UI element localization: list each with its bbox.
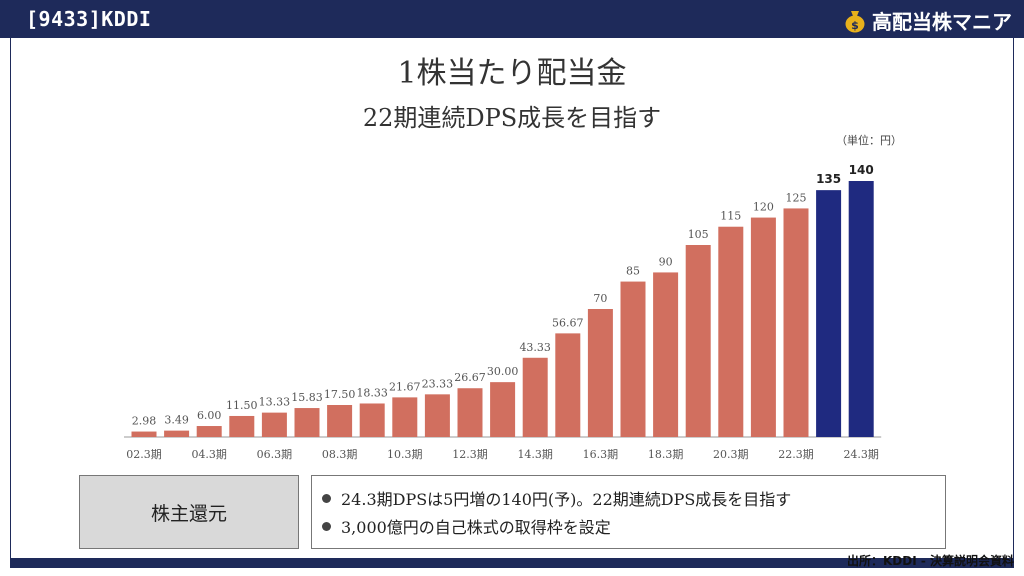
x-tick-label: 24.3期	[843, 448, 879, 461]
x-tick-label: 08.3期	[322, 448, 358, 461]
bullet-text: 3,000億円の自己株式の取得枠を設定	[341, 518, 611, 537]
data-label: 6.00	[197, 409, 222, 422]
data-label: 135	[816, 172, 841, 186]
bar-10.3期	[392, 397, 418, 437]
data-label: 17.50	[324, 388, 356, 401]
data-label: 2.98	[132, 415, 157, 428]
data-label: 140	[849, 163, 874, 177]
bar-09.3期	[359, 403, 385, 437]
bar-22.3期	[783, 208, 809, 437]
bar-03.3期	[164, 430, 190, 437]
bullet-icon	[322, 493, 331, 503]
bullet-icon	[322, 521, 331, 531]
data-label: 70	[593, 292, 607, 305]
data-label: 11.50	[226, 399, 258, 412]
x-tick-label: 12.3期	[452, 448, 488, 461]
bar-06.3期	[261, 412, 287, 437]
bullet-text: 24.3期DPSは5円増の140円(予)。22期連続DPS成長を目指す	[341, 490, 792, 509]
x-tick-label: 20.3期	[713, 448, 749, 461]
shareholder-return-bullets: 24.3期DPSは5円増の140円(予)。22期連続DPS成長を目指す 3,00…	[311, 475, 946, 549]
bullet-item: 24.3期DPSは5円増の140円(予)。22期連続DPS成長を目指す	[322, 484, 945, 512]
bar-17.3期	[620, 281, 646, 437]
bar-02.3期	[131, 431, 157, 437]
source-note: 出所：KDDI - 決算説明会資料	[846, 554, 1014, 568]
chart-subtitle: 22期連続DPS成長を目指す	[362, 104, 662, 132]
money-bag-icon: $	[845, 10, 865, 32]
x-tick-label: 22.3期	[778, 448, 814, 461]
x-tick-label: 16.3期	[583, 448, 619, 461]
data-label: 105	[688, 228, 709, 241]
ticker-label: [9433]KDDI	[26, 7, 152, 31]
bar-15.3期	[555, 333, 581, 437]
bar-18.3期	[653, 272, 679, 437]
chart-title: 1株当たり配当金	[397, 56, 627, 91]
x-tick-label: 10.3期	[387, 448, 423, 461]
bar-23.3期	[816, 190, 842, 437]
x-tick-label: 04.3期	[191, 448, 227, 461]
data-label: 15.83	[291, 391, 323, 404]
bar-04.3期	[196, 426, 222, 437]
bar-08.3期	[327, 405, 353, 437]
x-tick-label: 14.3期	[517, 448, 553, 461]
bar-12.3期	[457, 388, 483, 437]
bar-19.3期	[685, 245, 711, 437]
data-label: 120	[753, 201, 774, 214]
data-label: 115	[720, 210, 741, 223]
data-label: 85	[626, 265, 640, 278]
data-label: 21.67	[389, 380, 421, 393]
brand-logo: $ 高配当株マニア	[844, 6, 1012, 35]
bar-24.3期	[848, 181, 874, 437]
x-tick-label: 02.3期	[126, 448, 162, 461]
bar-21.3期	[750, 217, 776, 437]
data-label: 90	[659, 255, 673, 268]
data-label: 23.33	[422, 377, 454, 390]
brand-name: 高配当株マニア	[872, 10, 1012, 34]
x-tick-label: 06.3期	[257, 448, 293, 461]
bar-11.3期	[424, 394, 450, 437]
bullet-item: 3,000億円の自己株式の取得枠を設定	[322, 512, 945, 540]
shareholder-return-label: 株主還元	[79, 475, 299, 549]
data-label: 26.67	[454, 371, 486, 384]
data-label: 56.67	[552, 316, 584, 329]
svg-text:$: $	[851, 19, 859, 32]
x-tick-label: 18.3期	[648, 448, 684, 461]
header-bar: [9433]KDDI $ 高配当株マニア	[0, 0, 1024, 38]
data-label: 43.33	[519, 341, 551, 354]
data-label: 125	[786, 191, 807, 204]
bar-14.3期	[522, 357, 548, 437]
bar-05.3期	[229, 415, 255, 437]
bar-13.3期	[490, 382, 516, 437]
unit-label: （単位：円）	[836, 134, 902, 147]
data-label: 3.49	[164, 414, 189, 427]
data-label: 13.33	[259, 396, 291, 409]
bar-20.3期	[718, 226, 744, 437]
bar-07.3期	[294, 408, 320, 437]
data-label: 30.00	[487, 365, 519, 378]
bar-16.3期	[587, 309, 613, 437]
data-label: 18.33	[356, 386, 388, 399]
